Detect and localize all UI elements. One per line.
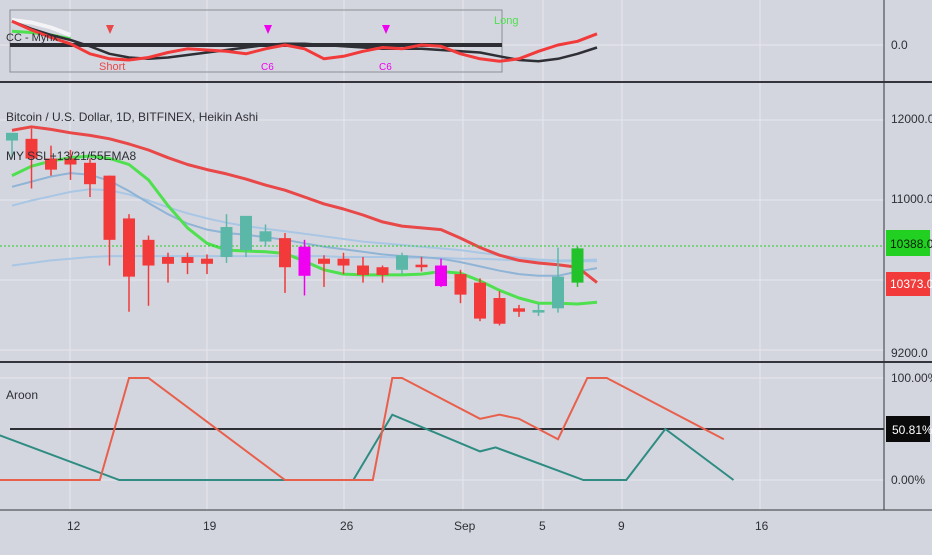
candle-body <box>279 238 291 268</box>
candle-body <box>454 274 467 295</box>
candle-body <box>552 276 564 309</box>
aroon-value-tag <box>886 416 930 442</box>
aroon-current-value: 50.81% <box>892 423 932 437</box>
time-label-sep: Sep <box>454 519 476 533</box>
time-label-16: 16 <box>755 519 769 533</box>
time-label-12: 12 <box>67 519 81 533</box>
last-price-green: 10388.0 <box>890 237 932 251</box>
aroon-pane[interactable]: Aroon 100.00% 0.00% 50.81% <box>0 371 932 487</box>
candle-body <box>6 132 18 141</box>
oscillator-white-line <box>11 18 72 37</box>
oscillator-black-line <box>11 20 598 63</box>
aroon-up-line <box>0 377 725 481</box>
candle-body <box>45 158 57 170</box>
candle-body <box>357 265 369 275</box>
candle-body <box>513 308 525 312</box>
price-label-11000: 11000.0 <box>891 192 932 206</box>
candle-body <box>318 258 330 264</box>
aroon-down-line <box>0 413 735 481</box>
oscillator-axis-label: 0.0 <box>891 38 908 52</box>
candle-body <box>25 138 38 159</box>
aroon-axis-label-100: 100.00% <box>891 371 932 385</box>
candle-body <box>571 248 584 283</box>
candle-body <box>162 256 174 264</box>
candle-body <box>181 256 194 263</box>
ssl-upper-line <box>11 125 598 284</box>
time-label-26: 26 <box>340 519 354 533</box>
signal-arrow-icon-2 <box>382 25 390 34</box>
indicator-label[interactable]: MY SSL+13/21/55EMA8 <box>6 149 137 163</box>
candle-body <box>259 231 272 242</box>
candle-body <box>142 239 155 266</box>
short-signal-label: Short <box>99 61 125 73</box>
candle-body <box>123 218 135 277</box>
candle-body <box>84 162 96 185</box>
candle-body <box>474 282 486 319</box>
candle-body <box>493 298 506 324</box>
signal-arrow-icon <box>264 25 272 34</box>
price-pane[interactable]: Bitcoin / U.S. Dollar, 1D, BITFINEX, Hei… <box>0 110 932 360</box>
candle-body <box>240 215 252 251</box>
candle-body <box>64 158 77 165</box>
time-label-9: 9 <box>618 519 625 533</box>
oscillator-red-line <box>11 19 598 63</box>
signal-label-2: C6 <box>379 62 392 73</box>
oscillator-lines <box>11 18 598 63</box>
candle-body <box>396 255 408 270</box>
candle-body <box>298 246 311 276</box>
last-price-tag-red <box>886 272 930 296</box>
candle-body <box>376 267 389 275</box>
candle-body <box>435 265 447 287</box>
candles[interactable] <box>6 128 584 326</box>
oscillator-band <box>9 9 503 73</box>
signal-label: C6 <box>261 62 274 73</box>
aroon-label: Aroon <box>6 388 38 402</box>
price-label-12000: 12000.0 <box>891 112 932 126</box>
candle-body <box>337 258 350 266</box>
symbol-title[interactable]: Bitcoin / U.S. Dollar, 1D, BITFINEX, Hei… <box>6 110 258 124</box>
oscillator-label: CC - Mynx <box>6 32 58 44</box>
aroon-lines <box>0 377 735 481</box>
candle-body <box>201 258 213 264</box>
candle-body <box>415 264 428 268</box>
candle-body <box>103 175 116 240</box>
time-axis[interactable]: 12 19 26 Sep 5 9 16 <box>67 519 769 533</box>
oscillator-pane[interactable]: CC - Mynx Short Long C6 C6 0.0 <box>6 9 908 73</box>
last-price-red: 10373.0 <box>890 277 932 291</box>
time-label-19: 19 <box>203 519 217 533</box>
price-label-9200: 9200.0 <box>891 346 928 360</box>
long-signal-label: Long <box>494 15 518 27</box>
last-price-tag-green <box>886 230 930 256</box>
short-arrow-icon <box>106 25 114 34</box>
candle-body <box>532 310 545 313</box>
time-label-5: 5 <box>539 519 546 533</box>
aroon-axis-label-0: 0.00% <box>891 473 925 487</box>
candle-body <box>220 227 233 257</box>
